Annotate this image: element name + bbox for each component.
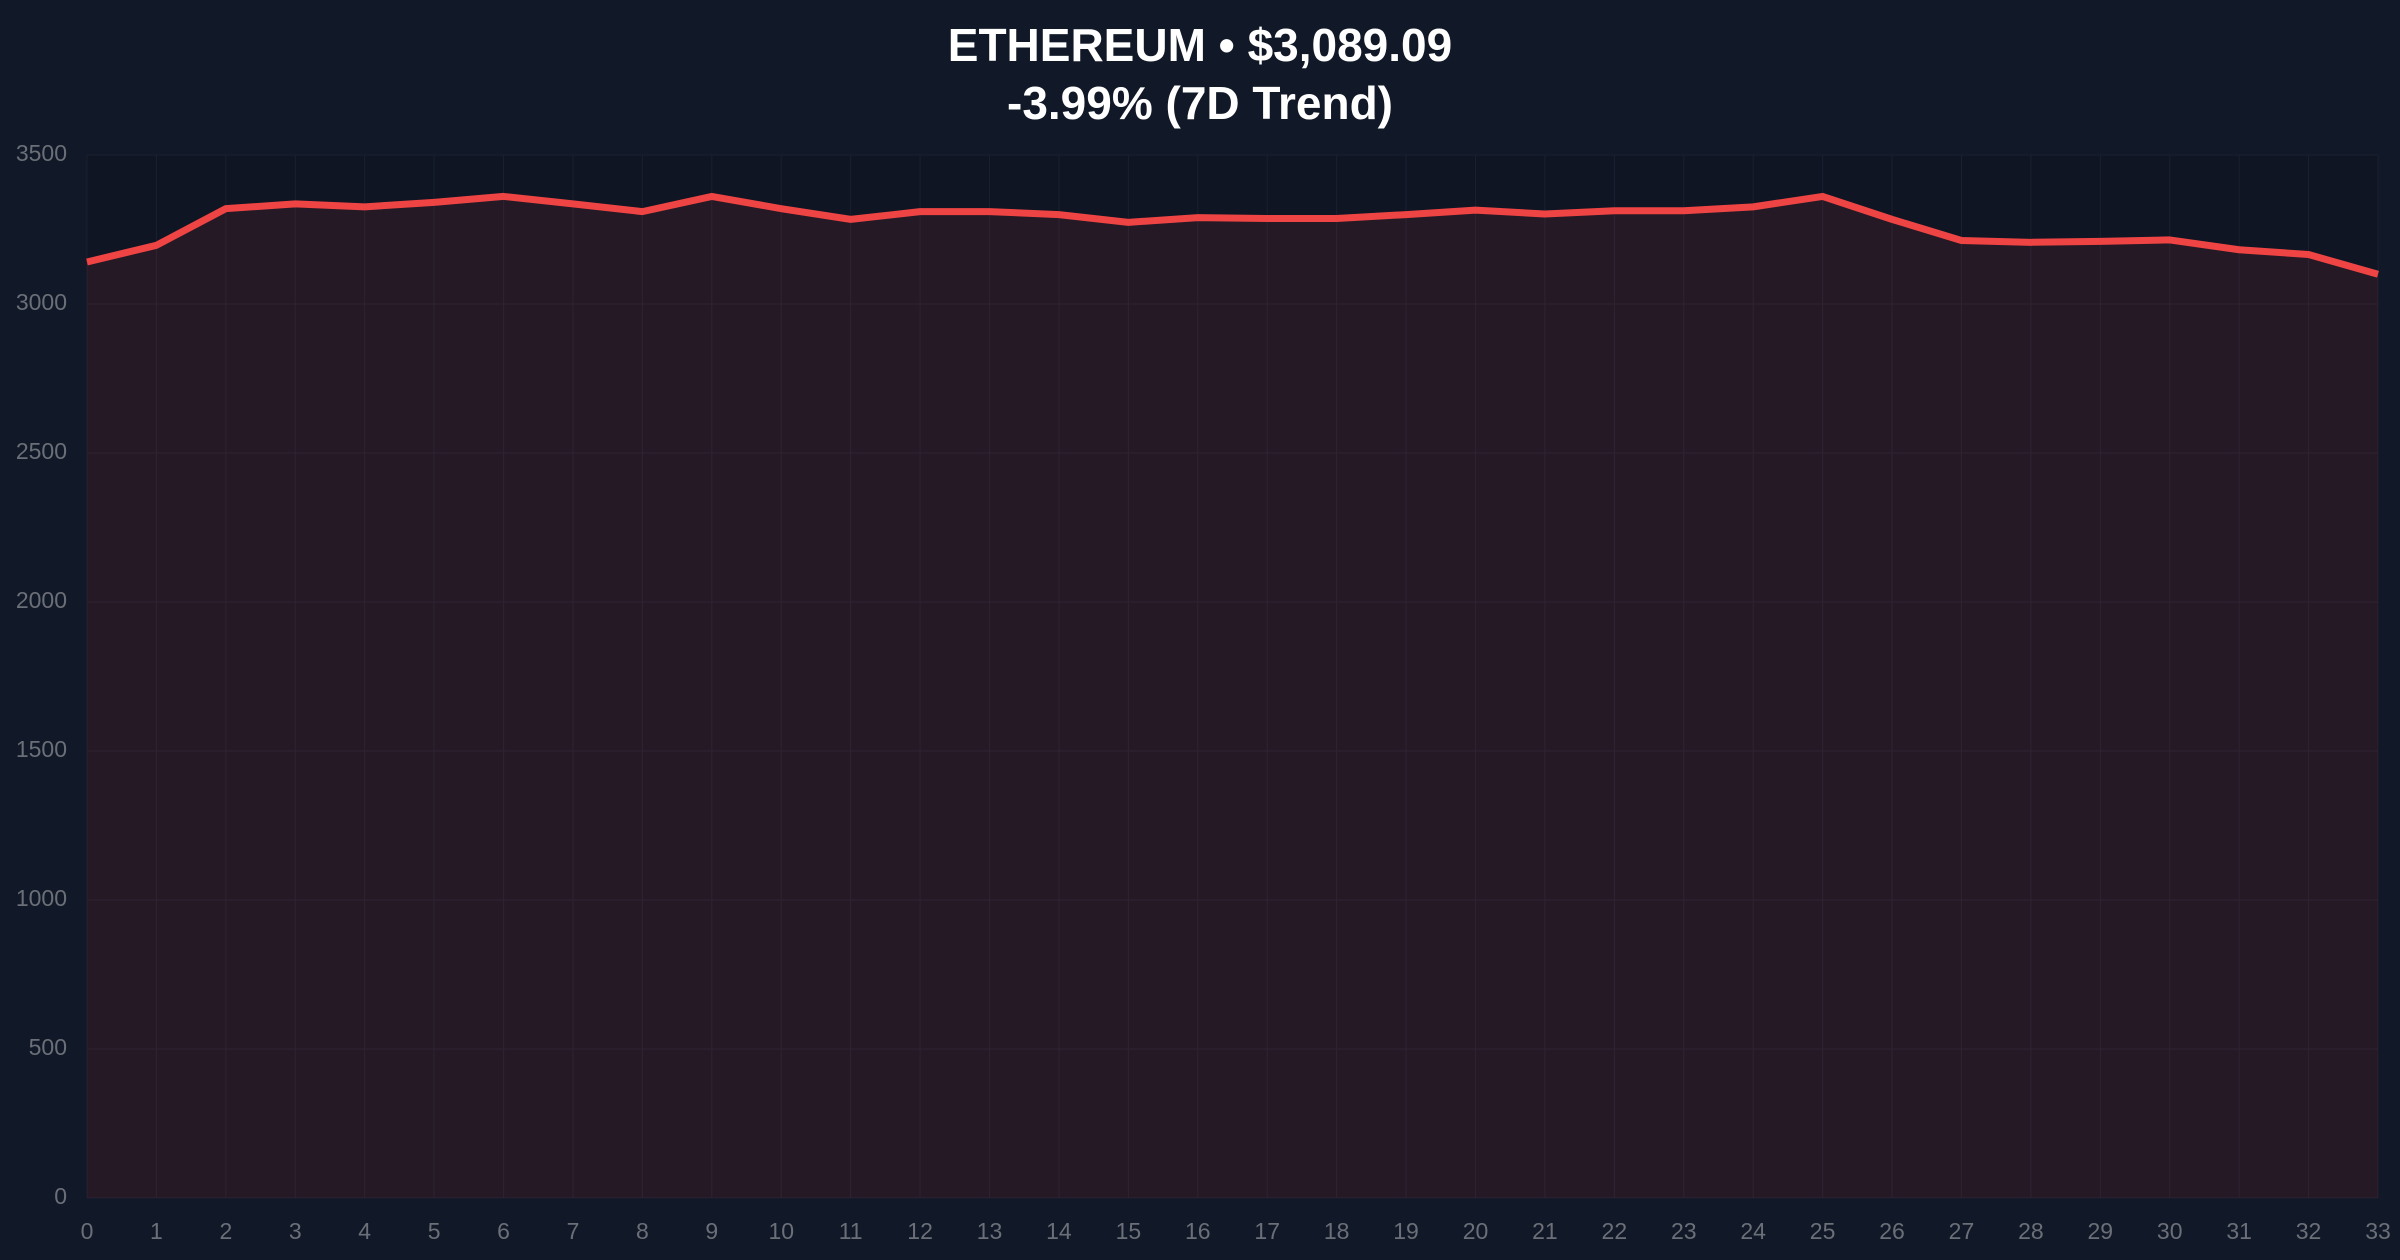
x-tick-label: 7 <box>567 1218 580 1244</box>
chart-title: ETHEREUM • $3,089.09 <box>948 19 1452 71</box>
x-tick-label: 2 <box>219 1218 232 1244</box>
x-tick-label: 16 <box>1185 1218 1211 1244</box>
x-tick-label: 22 <box>1602 1218 1628 1244</box>
x-tick-label: 33 <box>2365 1218 2391 1244</box>
x-tick-label: 0 <box>81 1218 94 1244</box>
x-tick-label: 30 <box>2157 1218 2183 1244</box>
y-tick-label: 3000 <box>16 289 67 315</box>
x-tick-label: 26 <box>1879 1218 1905 1244</box>
x-tick-label: 32 <box>2296 1218 2322 1244</box>
x-tick-label: 6 <box>497 1218 510 1244</box>
x-tick-label: 23 <box>1671 1218 1697 1244</box>
y-tick-label: 2500 <box>16 438 67 464</box>
y-tick-label: 0 <box>54 1183 67 1209</box>
x-tick-label: 21 <box>1532 1218 1558 1244</box>
x-tick-label: 14 <box>1046 1218 1072 1244</box>
area <box>87 196 2378 1198</box>
x-tick-label: 5 <box>428 1218 441 1244</box>
x-tick-label: 10 <box>768 1218 794 1244</box>
x-tick-label: 13 <box>977 1218 1003 1244</box>
x-tick-label: 17 <box>1254 1218 1280 1244</box>
y-tick-label: 500 <box>29 1034 67 1060</box>
y-tick-label: 3500 <box>16 140 67 166</box>
y-tick-label: 1000 <box>16 885 67 911</box>
y-tick-label: 1500 <box>16 736 67 762</box>
x-tick-label: 28 <box>2018 1218 2044 1244</box>
x-tick-label: 3 <box>289 1218 302 1244</box>
x-tick-label: 4 <box>358 1218 371 1244</box>
line <box>86 192 2379 278</box>
x-tick-label: 31 <box>2226 1218 2252 1244</box>
plot-area <box>87 155 2378 1198</box>
chart-subtitle: -3.99% (7D Trend) <box>1007 77 1393 129</box>
x-tick-label: 29 <box>2088 1218 2114 1244</box>
x-tick-label: 19 <box>1393 1218 1419 1244</box>
x-tick-label: 12 <box>907 1218 933 1244</box>
y-tick-label: 2000 <box>16 587 67 613</box>
x-tick-label: 20 <box>1463 1218 1489 1244</box>
x-tick-label: 1 <box>150 1218 163 1244</box>
x-tick-label: 25 <box>1810 1218 1836 1244</box>
x-tick-label: 24 <box>1740 1218 1766 1244</box>
x-tick-label: 27 <box>1949 1218 1975 1244</box>
x-tick-label: 11 <box>839 1218 863 1244</box>
x-tick-label: 9 <box>705 1218 718 1244</box>
x-tick-label: 15 <box>1116 1218 1142 1244</box>
x-tick-label: 18 <box>1324 1218 1350 1244</box>
x-tick-label: 8 <box>636 1218 649 1244</box>
